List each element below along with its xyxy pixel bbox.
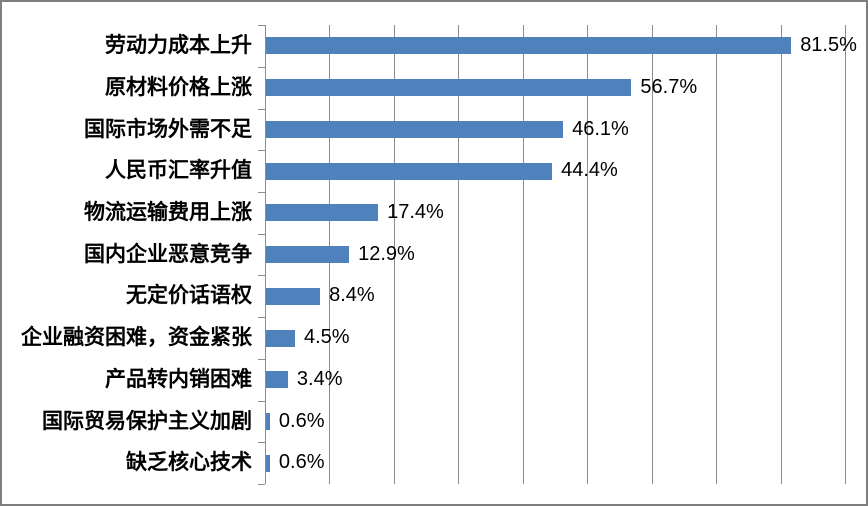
category-label: 物流运输费用上涨	[84, 200, 252, 224]
value-label: 0.6%	[278, 409, 325, 432]
category-label: 产品转内销困难	[105, 367, 252, 391]
value-label: 3.4%	[296, 367, 343, 390]
category-label: 国内企业恶意竞争	[84, 242, 252, 266]
gridline	[651, 25, 653, 484]
gridline	[522, 25, 524, 484]
gridline	[716, 25, 718, 484]
category-label: 原材料价格上涨	[105, 75, 252, 99]
bar	[266, 37, 792, 55]
axis-tick	[258, 233, 265, 235]
axis-tick	[258, 400, 265, 402]
axis-tick	[258, 191, 265, 193]
bar	[266, 246, 350, 263]
axis-tick	[258, 484, 265, 485]
category-label: 企业融资困难，资金紧张	[21, 326, 252, 350]
gridline	[458, 25, 460, 484]
category-label: 缺乏核心技术	[126, 451, 252, 475]
axis-tick	[258, 66, 265, 68]
bar	[266, 204, 379, 222]
gridline	[393, 25, 395, 484]
axis-tick	[258, 317, 265, 319]
value-label: 4.5%	[304, 326, 350, 349]
bar	[266, 79, 632, 97]
value-label: 44.4%	[561, 159, 618, 182]
value-label: 8.4%	[329, 284, 375, 307]
gridline	[780, 25, 782, 484]
category-label: 国际市场外需不足	[84, 117, 252, 141]
bar	[266, 329, 295, 347]
value-label: 56.7%	[640, 75, 698, 98]
axis-tick	[258, 150, 265, 152]
value-label: 0.6%	[278, 451, 325, 474]
bar	[266, 371, 288, 389]
category-label: 人民币汇率升值	[105, 159, 252, 183]
category-axis-line	[265, 25, 266, 484]
value-label: 12.9%	[358, 242, 415, 265]
bar	[266, 412, 270, 430]
axis-tick	[258, 358, 265, 360]
plot-area: 81.5% 56.7% 46.1% 44.4% 17.4% 12.9% 8.4% 4.5% 3.…	[258, 25, 857, 485]
category-label: 劳动力成本上升	[105, 34, 252, 57]
bar	[266, 162, 553, 180]
axis-tick	[258, 108, 265, 110]
category-label: 无定价话语权	[126, 284, 252, 308]
category-label: 国际贸易保护主义加剧	[42, 409, 252, 433]
gridline	[587, 25, 589, 484]
value-label: 46.1%	[572, 117, 629, 140]
axis-tick	[258, 275, 265, 277]
axis-tick	[258, 442, 265, 444]
axis-tick	[258, 25, 265, 26]
bar	[266, 120, 564, 138]
bar	[266, 454, 270, 472]
value-label: 81.5%	[800, 34, 857, 56]
bar	[266, 287, 321, 305]
value-label: 17.4%	[387, 200, 444, 223]
gridline	[845, 25, 846, 484]
